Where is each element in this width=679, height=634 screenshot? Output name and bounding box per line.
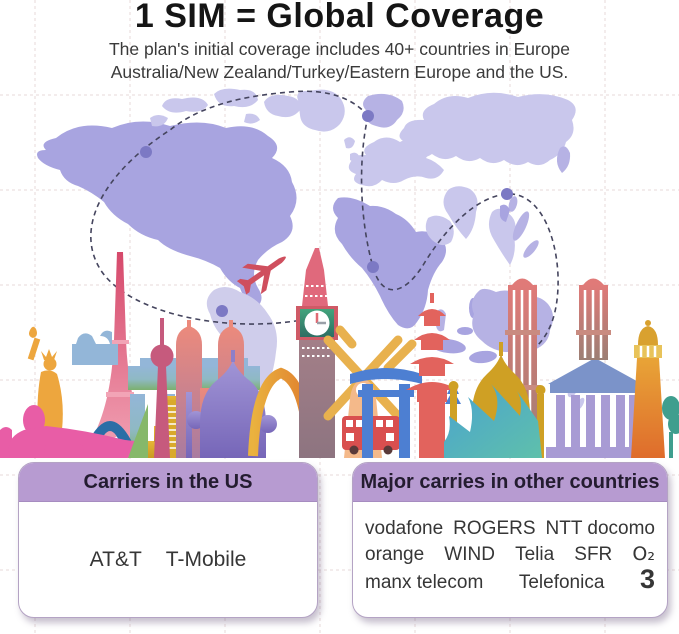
japan — [508, 196, 539, 258]
north-america — [37, 121, 297, 308]
indochina — [488, 208, 516, 265]
carrier-row: manx telecom Telefonica 3 — [365, 564, 655, 596]
route-dot — [501, 188, 513, 200]
carrier-att: AT&T — [89, 548, 142, 571]
carrier-rogers: ROGERS — [453, 518, 536, 539]
carrier-vodafone: vodafone — [365, 518, 444, 539]
carrier-three: 3 — [639, 564, 655, 594]
berlin-tv-tower-icon — [150, 318, 174, 458]
greenland — [297, 89, 345, 132]
kamchatka — [556, 146, 571, 173]
opera-house-icon — [444, 384, 542, 458]
korea — [499, 204, 510, 222]
pagoda-icon — [406, 293, 458, 458]
green-slope — [128, 404, 148, 458]
route-dot — [216, 305, 228, 317]
twin-tower-icon — [576, 278, 611, 360]
other-carriers-list: vodafone ROGERS NTT docomo orange WIND T… — [353, 502, 667, 596]
other-carriers-card-title: Major carries in other countries — [353, 463, 667, 502]
other-carriers-card: Major carries in other countries vodafon… — [352, 462, 668, 618]
flight-route-path-west — [90, 90, 369, 325]
page-title: 1 SIM = Global Coverage — [134, 0, 545, 35]
carrier-manx-telecom: manx telecom — [365, 572, 484, 593]
route-dot — [367, 261, 379, 273]
asia — [399, 92, 576, 166]
india — [443, 186, 478, 239]
carrier-wind: WIND — [444, 543, 495, 565]
carrier-telefonica: Telefonica — [518, 572, 605, 593]
route-dot — [140, 146, 152, 158]
city-skyline — [0, 248, 679, 458]
us-carriers-card-title: Carriers in the US — [19, 463, 317, 502]
africa — [333, 197, 447, 329]
carrier-ntt-docomo: NTT docomo — [545, 518, 655, 539]
arabia — [425, 215, 454, 246]
torii-gate-icon — [350, 368, 422, 458]
lighthouse-icon — [631, 320, 665, 458]
page-subtitle: The plan's initial coverage includes 40+… — [0, 38, 679, 84]
carrier-tmobile: T-Mobile — [165, 548, 247, 571]
carrier-orange: orange — [365, 543, 425, 565]
us-carriers-card: Carriers in the US AT&T T-Mobile — [18, 462, 318, 618]
carrier-telia: Telia — [515, 543, 555, 565]
route-dot — [362, 110, 374, 122]
eiffel-tower-icon — [82, 252, 158, 458]
greek-temple-icon — [546, 358, 644, 458]
us-carriers-list: AT&T T-Mobile — [19, 502, 317, 617]
route-dots — [140, 110, 513, 317]
big-ben-icon — [296, 248, 338, 458]
tree-icon — [662, 396, 679, 458]
british-isles — [332, 114, 360, 162]
arctic-islands — [150, 88, 301, 127]
carrier-o2: O₂ — [632, 542, 655, 565]
flight-route — [90, 90, 559, 346]
scandinavia — [363, 93, 404, 128]
flight-route-path-east — [360, 115, 559, 346]
airplane-icon — [236, 256, 286, 295]
carrier-row: vodafone ROGERS NTT docomo — [365, 516, 655, 542]
carrier-sfr: SFR — [574, 543, 613, 565]
subtitle-line-1: The plan's initial coverage includes 40+… — [108, 39, 571, 59]
subtitle-line-2: Australia/New Zealand/Turkey/Eastern Eur… — [110, 62, 569, 82]
carrier-row: orange WIND Telia SFR O₂ — [365, 542, 655, 568]
purple-mosque-icon — [186, 350, 277, 458]
